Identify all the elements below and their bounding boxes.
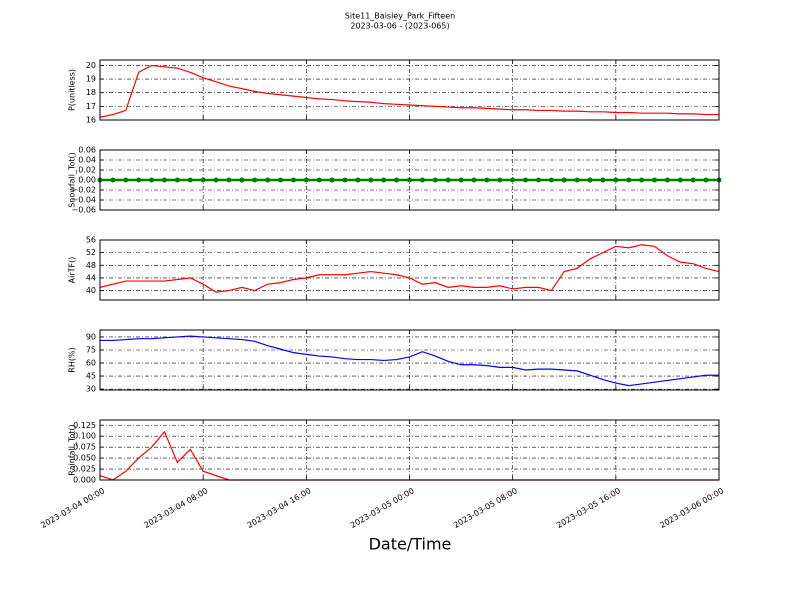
plot-frame	[99, 419, 720, 481]
data-point	[407, 177, 412, 183]
data-point	[703, 177, 709, 183]
y-tick-label: 48	[86, 261, 96, 270]
data-point	[123, 177, 129, 183]
data-point	[445, 177, 451, 183]
data-point	[626, 177, 632, 183]
y-tick-label: 16	[86, 116, 96, 125]
data-point	[587, 177, 593, 183]
data-point	[484, 177, 490, 183]
data-point	[664, 177, 670, 183]
y-axis-label: Snowfall_Tot()	[68, 152, 77, 208]
data-point	[381, 177, 387, 183]
y-axis-label: AirTF()	[68, 257, 77, 284]
y-tick-label: −0.04	[71, 196, 96, 205]
data-point	[419, 177, 425, 183]
data-point	[290, 177, 296, 183]
data-point	[497, 177, 503, 183]
data-point	[187, 177, 193, 183]
x-tick-label: 2023-03-04 08:00	[142, 486, 209, 530]
y-tick-label: 19	[86, 75, 96, 84]
y-tick-label: 0.02	[78, 166, 96, 175]
data-point	[677, 177, 683, 183]
chart-subtitle: 2023-03-06 - (2023-065)	[350, 22, 449, 31]
data-point	[639, 177, 645, 183]
data-point	[574, 177, 580, 183]
y-tick-label: 0.125	[73, 421, 96, 430]
data-point	[652, 177, 658, 183]
plot-frame	[99, 149, 720, 211]
data-point	[110, 177, 116, 183]
data-point	[458, 177, 464, 183]
data-point	[265, 177, 271, 183]
data-point	[342, 177, 348, 183]
y-tick-label: 0.050	[73, 454, 96, 463]
data-point	[329, 177, 335, 183]
data-point	[149, 177, 155, 183]
y-tick-label: 60	[86, 359, 96, 368]
plot-frame	[99, 239, 720, 301]
data-point	[355, 177, 361, 183]
y-tick-label: 0.025	[73, 465, 96, 474]
x-tick-label: 2023-03-05 00:00	[349, 486, 416, 530]
data-point	[432, 177, 438, 183]
data-point	[690, 177, 696, 183]
data-point	[535, 177, 541, 183]
data-point	[278, 177, 284, 183]
y-tick-label: 0.00	[78, 176, 96, 185]
data-point	[368, 177, 374, 183]
y-tick-label: 40	[86, 286, 96, 295]
y-tick-label: 45	[86, 372, 96, 381]
x-tick-label: 2023-03-04 16:00	[246, 486, 313, 530]
plot-frame	[99, 329, 720, 391]
y-axis-label: RH(%)	[68, 347, 77, 372]
plot-frame	[99, 59, 720, 121]
y-tick-label: 56	[86, 236, 96, 245]
data-point	[561, 177, 567, 183]
data-point	[613, 177, 619, 183]
y-tick-label: 17	[86, 102, 96, 111]
x-tick-label: 2023-03-06 00:00	[658, 486, 725, 530]
data-point	[548, 177, 554, 183]
y-tick-label: 90	[86, 332, 96, 341]
y-tick-label: −0.06	[71, 206, 96, 215]
y-tick-label: 0.04	[78, 156, 96, 165]
data-point	[239, 177, 245, 183]
data-point	[394, 177, 400, 183]
y-tick-label: 0.06	[78, 146, 96, 155]
data-point	[226, 177, 232, 183]
y-tick-label: 18	[86, 88, 96, 97]
y-tick-label: 20	[86, 61, 96, 70]
data-point	[600, 177, 606, 183]
y-axis-label: Rainfall_Tot()	[68, 424, 77, 476]
y-axis-label: P(unitless)	[68, 69, 77, 111]
x-axis-label: Date/Time	[369, 535, 452, 554]
y-tick-label: 30	[86, 385, 96, 394]
data-line	[100, 335, 719, 387]
data-point	[471, 177, 477, 183]
y-tick-label: −0.02	[71, 186, 96, 195]
data-line	[99, 244, 720, 293]
data-line	[99, 64, 719, 118]
y-tick-label: 0.075	[73, 443, 96, 452]
data-point	[161, 177, 167, 183]
y-tick-label: 0.100	[73, 432, 96, 441]
data-point	[523, 177, 529, 183]
data-point	[213, 177, 219, 183]
data-point	[510, 177, 516, 183]
chart-title: Site11_Baisley_Park_Fifteen	[345, 12, 455, 21]
y-tick-label: 52	[86, 248, 96, 257]
x-tick-label: 2023-03-04 00:00	[39, 486, 106, 530]
data-point	[200, 177, 206, 183]
data-point	[316, 177, 322, 183]
x-tick-label: 2023-03-05 16:00	[555, 486, 622, 530]
y-tick-label: 0.000	[73, 476, 96, 485]
y-tick-label: 75	[86, 346, 96, 355]
data-point	[136, 177, 142, 183]
y-tick-label: 44	[86, 273, 96, 282]
data-point	[174, 177, 180, 183]
data-point	[252, 177, 258, 183]
x-tick-label: 2023-03-05 08:00	[452, 486, 519, 530]
data-point	[303, 177, 309, 183]
